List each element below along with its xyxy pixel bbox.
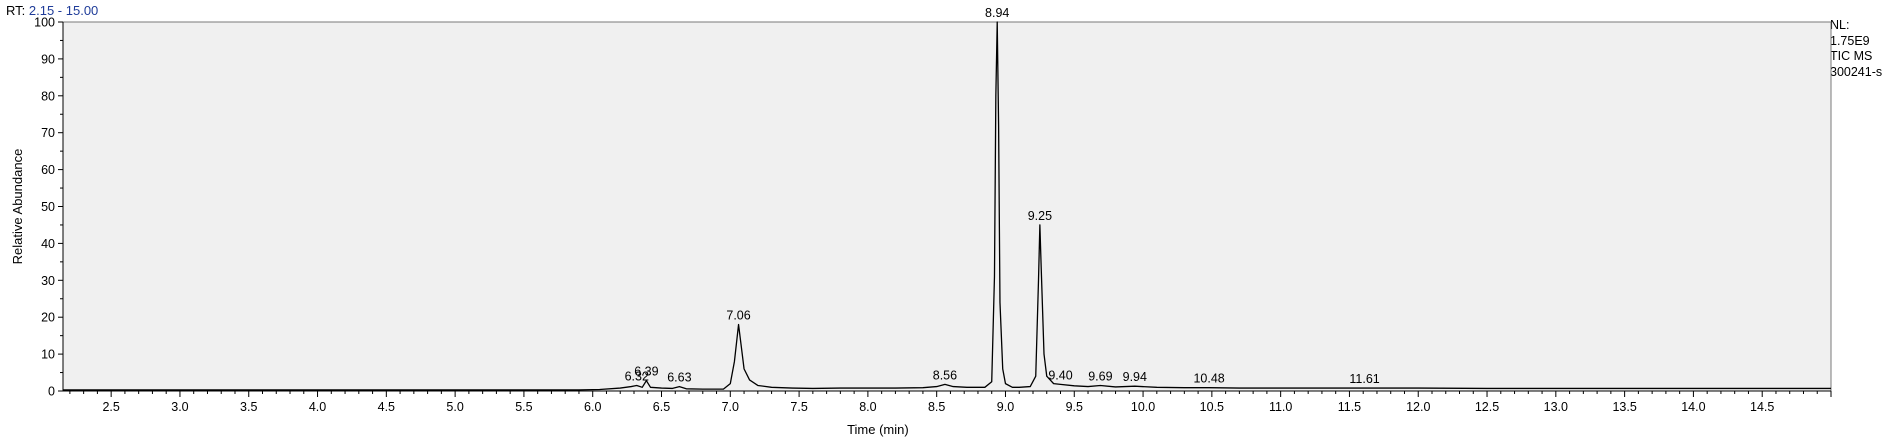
nl-value: 1.75E9 — [1830, 33, 1870, 48]
y-tick-label: 30 — [41, 274, 55, 288]
peak-label: 8.56 — [933, 368, 957, 382]
x-tick-label: 10.5 — [1200, 400, 1224, 414]
rt-label: RT: — [6, 3, 26, 18]
x-tick-label: 4.5 — [378, 400, 395, 414]
x-tick-label: 7.5 — [790, 400, 807, 414]
x-tick-label: 4.0 — [309, 400, 326, 414]
y-tick-label: 20 — [41, 311, 55, 325]
x-tick-label: 14.5 — [1750, 400, 1774, 414]
y-axis-title: Relative Abundance — [10, 149, 25, 265]
peak-label: 6.32 — [625, 369, 649, 383]
x-tick-label: 12.5 — [1475, 400, 1499, 414]
y-tick-label: 90 — [41, 52, 55, 66]
nl-label: NL: — [1830, 18, 1850, 32]
y-tick-label: 70 — [41, 126, 55, 140]
y-tick-label: 50 — [41, 200, 55, 214]
peak-label: 8.94 — [985, 6, 1009, 20]
y-tick-label: 60 — [41, 163, 55, 177]
peak-label: 9.94 — [1123, 370, 1147, 384]
normalization-info: NL: 1.75E9 TIC MS 300241-s — [1830, 18, 1882, 80]
y-tick-label: 10 — [41, 348, 55, 362]
x-tick-label: 11.5 — [1338, 400, 1361, 414]
x-tick-label: 9.0 — [997, 400, 1014, 414]
y-axis: 0 10 20 30 40 50 60 70 80 90 100 — [34, 16, 64, 399]
x-axis: 2.5 3.0 3.5 4.0 4.5 5.0 5.5 6.0 6.5 7.0 7.5 8.0 8.5 9… — [63, 390, 1832, 414]
x-tick-label: 8.5 — [928, 400, 945, 414]
peak-label: 6.39 — [634, 365, 658, 379]
x-tick-label: 9.5 — [1066, 400, 1083, 414]
x-tick-label: 3.5 — [240, 400, 257, 414]
y-tick-label: 0 — [48, 385, 55, 399]
x-tick-label: 3.0 — [171, 400, 188, 414]
peak-label: 9.25 — [1028, 209, 1052, 223]
peak-labels: 6.326.39 6.63 7.06 8.56 8.94 9.25 9.40 9.69 9.94… — [625, 6, 1380, 386]
y-tick-label: 100 — [34, 16, 55, 30]
rt-range-value: 2.15 - 15.00 — [28, 3, 99, 18]
y-tick-label: 40 — [41, 237, 55, 251]
peak-label: 11.61 — [1349, 372, 1379, 386]
x-tick-label: 8.0 — [859, 400, 876, 414]
file-name: 300241-s — [1830, 64, 1883, 79]
y-tick-label: 80 — [41, 89, 55, 103]
scan-type: TIC MS — [1830, 49, 1873, 63]
plot-area[interactable] — [62, 21, 1832, 392]
x-tick-label: 14.0 — [1681, 400, 1705, 414]
x-tick-label: 7.0 — [722, 400, 739, 414]
rt-range-readout: RT: 2.15 - 15.00 — [6, 3, 98, 18]
x-tick-label: 10.0 — [1131, 400, 1155, 414]
x-tick-label: 11.0 — [1269, 400, 1292, 414]
tic-trace — [63, 21, 1831, 391]
peak-label: 9.69 — [1088, 369, 1112, 383]
peak-label: 6.63 — [667, 371, 691, 385]
peak-label: 7.06 — [726, 309, 750, 323]
x-tick-label: 13.5 — [1612, 400, 1636, 414]
x-tick-label: 2.5 — [102, 400, 119, 414]
peak-label: 10.48 — [1193, 372, 1224, 386]
x-tick-label: 6.5 — [653, 400, 670, 414]
x-tick-label: 6.0 — [584, 400, 601, 414]
x-axis-title: Time (min) — [847, 422, 909, 437]
trace-group — [63, 21, 1831, 391]
x-tick-label: 13.0 — [1544, 400, 1568, 414]
peak-label: 9.40 — [1048, 368, 1072, 382]
x-tick-label: 5.5 — [515, 400, 532, 414]
x-tick-label: 5.0 — [446, 400, 463, 414]
x-tick-label: 12.0 — [1406, 400, 1430, 414]
